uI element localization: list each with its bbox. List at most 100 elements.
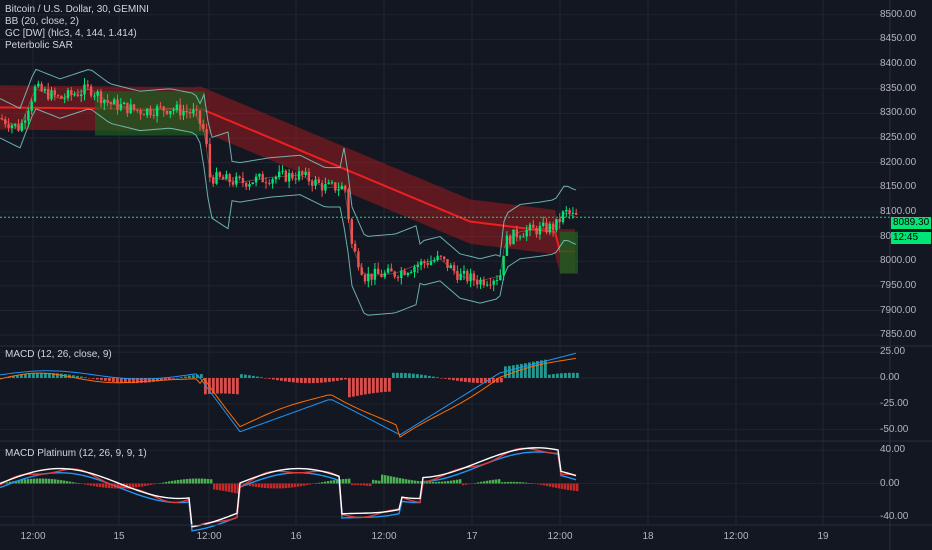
candle-body: [103, 100, 106, 104]
candle-body: [502, 255, 505, 276]
candle-body: [367, 273, 370, 282]
macd-tick: 0.00: [880, 372, 900, 383]
macd-histogram-bar: [288, 378, 291, 382]
candle-body: [182, 111, 185, 116]
candle-body: [373, 268, 377, 280]
platinum-histogram-bar: [408, 479, 411, 484]
candle-body: [235, 176, 238, 185]
macd-histogram-bar: [140, 378, 143, 383]
candle-body: [522, 236, 525, 238]
candle-body: [446, 259, 449, 268]
platinum-histogram-bar: [93, 483, 96, 487]
platinum-histogram-bar: [387, 475, 390, 484]
macd-histogram-bar: [120, 378, 123, 383]
time-tick: 19: [817, 531, 829, 542]
platinum-histogram-bar: [321, 482, 324, 484]
platinum-histogram-bar: [138, 483, 141, 487]
platinum-histogram-bar: [132, 483, 135, 488]
candle-body: [195, 109, 198, 111]
macd-histogram-bar: [484, 378, 487, 384]
candle-body: [301, 171, 304, 176]
platinum-histogram-bar: [435, 481, 438, 484]
platinum-histogram-bar: [63, 480, 66, 484]
last-price-tag: 8089.30: [891, 217, 931, 229]
symbol-title[interactable]: Bitcoin / U.S. Dollar, 30, GEMINI: [5, 4, 149, 15]
macd-histogram-bar: [572, 372, 575, 378]
price-tick: 8250.00: [880, 132, 917, 143]
platinum-histogram-bar: [18, 480, 21, 484]
platinum-histogram-bar: [180, 479, 183, 484]
macd-platinum-legend[interactable]: MACD Platinum (12, 26, 9, 9, 1): [5, 448, 147, 459]
time-tick: 15: [113, 531, 125, 542]
platinum-histogram-bar: [360, 483, 363, 486]
macd-tick: -25.00: [880, 397, 909, 409]
platinum-histogram-bar: [369, 483, 372, 487]
platinum-histogram-bar: [108, 483, 111, 489]
candle-body: [149, 108, 152, 116]
macd-histogram-bar: [300, 378, 303, 383]
price-tick: 8300.00: [880, 107, 917, 119]
platinum-histogram-bar: [228, 483, 231, 492]
candle-body: [350, 219, 353, 244]
candle-body: [139, 110, 142, 115]
platinum-histogram-bar: [348, 478, 351, 484]
macd-histogram-bar: [488, 378, 491, 384]
candle-body: [73, 94, 76, 96]
platinum-histogram-bar: [252, 483, 255, 487]
platinum-histogram-bar: [267, 483, 270, 489]
platinum-histogram-bar: [225, 483, 228, 492]
candle-body: [37, 83, 40, 87]
platinum-histogram-bar: [96, 483, 99, 487]
candle-body: [165, 110, 169, 115]
platinum-histogram-bar: [48, 478, 51, 484]
candle-body: [287, 172, 291, 182]
sar-legend[interactable]: Peterbolic SAR: [5, 40, 73, 51]
candle-body: [4, 119, 7, 125]
gc-legend[interactable]: GC [DW] (hlc3, 4, 144, 1.414): [5, 28, 137, 39]
candle-body: [129, 104, 132, 114]
platinum-histogram-bar: [192, 478, 195, 484]
macd-histogram-bar: [96, 378, 99, 380]
candle-body: [459, 273, 462, 280]
candle-body: [426, 263, 429, 265]
candle-body: [357, 251, 360, 268]
candle-body: [192, 109, 195, 114]
platinum-histogram-bar: [9, 481, 12, 484]
candle-body: [231, 182, 235, 185]
platinum-histogram-bar: [429, 481, 432, 484]
bb-legend[interactable]: BB (20, close, 2): [5, 16, 79, 27]
candle-body: [347, 189, 350, 220]
candle-body: [393, 271, 396, 277]
candle-body: [284, 170, 287, 182]
candle-body: [565, 210, 568, 212]
macd-legend[interactable]: MACD (12, 26, close, 9): [5, 349, 112, 360]
macd-histogram-bar: [556, 373, 559, 378]
platinum-histogram-bar: [426, 481, 429, 484]
price-tick: 8200.00: [880, 156, 917, 168]
candle-body: [324, 184, 327, 191]
macd-histogram-bar: [460, 378, 463, 382]
platinum-histogram-bar: [531, 483, 534, 484]
platinum-histogram-bar: [546, 483, 549, 487]
platinum-histogram-bar: [573, 483, 576, 491]
candle-body: [571, 212, 575, 214]
platinum-histogram-bar: [333, 480, 336, 484]
macd-histogram-bar: [216, 378, 219, 394]
platinum-histogram-bar: [447, 480, 450, 484]
macd-histogram-bar: [56, 373, 59, 378]
macd-histogram-bar: [532, 361, 535, 378]
platinum-histogram-bar: [222, 483, 225, 491]
macd-histogram-bar: [380, 378, 383, 393]
macd-histogram-bar: [88, 378, 91, 379]
candle-body: [116, 99, 119, 110]
platinum-histogram-bar: [513, 481, 516, 484]
candle-body: [515, 229, 518, 238]
platinum-histogram-bar: [255, 483, 258, 487]
macd-histogram-bar: [84, 377, 87, 378]
macd-histogram-bar: [308, 378, 311, 384]
macd-histogram-bar: [520, 363, 523, 378]
platinum-histogram-bar: [495, 479, 498, 484]
macd-histogram-bar: [560, 373, 563, 378]
